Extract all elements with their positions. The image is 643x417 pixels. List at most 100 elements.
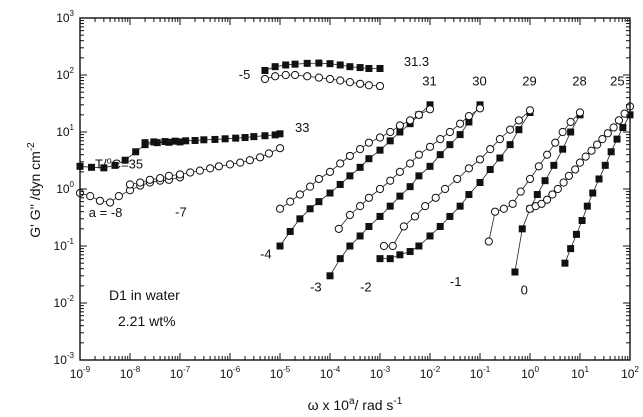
y-tick-exponent: 3 xyxy=(70,9,75,18)
g-prime-point xyxy=(88,163,96,171)
shift-factor-label: 0 xyxy=(521,283,528,298)
g-double-prime-point xyxy=(484,237,493,246)
g-double-prime-point xyxy=(614,116,624,125)
y-tick-label: 10-2 xyxy=(54,294,75,310)
inset-line-1: D1 in water xyxy=(109,287,180,303)
g-double-prime-point xyxy=(125,180,135,189)
shift-factor-label: -3 xyxy=(310,279,322,294)
g-double-prime-point xyxy=(375,133,385,142)
g-double-prime-point xyxy=(336,159,345,168)
g-prime-point xyxy=(415,172,423,180)
shift-factor-label: -2 xyxy=(360,279,372,294)
x-tick-label: 10-3 xyxy=(370,365,391,381)
g-double-prime-point xyxy=(306,182,315,191)
x-tick-base: 10 xyxy=(320,367,334,381)
g-prime-point xyxy=(436,222,444,230)
g-prime-point xyxy=(282,61,290,69)
g-prime-point xyxy=(356,64,364,72)
x-tick-exponent: 1 xyxy=(584,365,589,374)
g-double-prime-point xyxy=(345,210,354,220)
g-double-prime-point xyxy=(456,119,465,128)
g-double-prime-point xyxy=(431,193,440,202)
series-28-g-double-prime xyxy=(484,108,585,246)
x-tick-label: 10-2 xyxy=(420,365,441,381)
g-double-prime-point xyxy=(543,150,552,159)
g-prime-point xyxy=(376,65,384,73)
y-axis-title: G' G'' /dyn cm-2 xyxy=(26,142,43,238)
g-double-prime-point xyxy=(114,192,124,201)
temperature-label-text: 30 xyxy=(472,74,486,89)
g-prime-point xyxy=(315,198,323,206)
g-double-prime-point xyxy=(525,174,535,184)
g-prime-point xyxy=(476,179,484,187)
g-double-prime-point xyxy=(571,165,580,174)
x-tick-exponent: -5 xyxy=(283,365,291,374)
g-double-prime-point xyxy=(475,155,485,164)
g-prime-point xyxy=(396,192,404,200)
g-double-prime-point xyxy=(260,74,270,84)
g-double-prime-point xyxy=(245,156,254,165)
g-double-prime-point xyxy=(558,127,567,137)
g-double-prime-point xyxy=(264,149,274,158)
g-double-prime-point xyxy=(551,138,560,147)
g-prime-point xyxy=(250,133,258,141)
series-31-3-g-prime xyxy=(261,59,384,74)
temperature-label-text: 31 xyxy=(422,74,436,89)
x-tick-exponent: -8 xyxy=(133,365,141,374)
g-prime-point xyxy=(446,212,454,220)
g-double-prime-point xyxy=(195,166,204,175)
g-prime-point xyxy=(572,230,580,238)
g-double-prime-point xyxy=(425,105,435,114)
temperature-label: 33 xyxy=(295,120,309,135)
y-tick-exponent: 0 xyxy=(70,180,75,189)
axis-ticks: 10-9 10-8 10-7 10-6 10-5 10-4 10-3 10-2 10-1 100 1… xyxy=(54,9,640,381)
g-prime-point xyxy=(346,172,354,180)
g-double-prime-point xyxy=(175,170,185,179)
g-prime-point xyxy=(100,164,108,172)
x-axis-title: ω x 10a/ rad s-1 xyxy=(308,396,403,413)
g-double-prime-point xyxy=(620,109,629,118)
g-double-prime-point xyxy=(516,187,525,196)
g-double-prime-point xyxy=(414,150,424,159)
series-30-g-double-prime xyxy=(334,104,485,233)
x-tick-exponent: -9 xyxy=(83,365,91,374)
g-double-prime-point xyxy=(399,222,408,231)
temperature-label-text: T/ xyxy=(95,156,107,171)
g-double-prime-point xyxy=(425,142,435,151)
g-double-prime-point xyxy=(598,135,607,144)
g-prime-point xyxy=(365,155,373,163)
g-double-prime-point xyxy=(364,81,374,90)
x-tick-base: 10 xyxy=(420,367,434,381)
g-double-prime-point xyxy=(86,192,95,201)
g-double-prime-point xyxy=(225,160,235,169)
g-double-prime-point xyxy=(364,138,374,147)
g-double-prime-point xyxy=(543,195,552,204)
x-tick-base: 10 xyxy=(70,367,84,381)
x-tick-exponent: -1 xyxy=(483,365,491,374)
x-tick-exponent: 0 xyxy=(534,365,539,374)
g-double-prime-point xyxy=(464,164,474,173)
series-33-g-prime xyxy=(141,130,284,147)
g-double-prime-point xyxy=(445,127,454,137)
g-prime-point xyxy=(518,225,526,233)
g-double-prime-point xyxy=(271,72,280,81)
annotations: T/oC=35 33 31.3 31 30 29 28 25 a = -8 -7 -5 -4 -3 -2 -… xyxy=(89,54,625,298)
g-double-prime-point xyxy=(495,135,504,144)
g-double-prime-point xyxy=(388,241,397,251)
g-prime-point xyxy=(511,268,519,276)
y-tick-exponent: 2 xyxy=(70,66,75,75)
g-double-prime-point xyxy=(490,207,500,216)
g-prime-point xyxy=(365,65,373,73)
g-prime-point xyxy=(336,61,344,69)
y-axis-title-sup: -2 xyxy=(26,142,37,151)
g-double-prime-point xyxy=(386,176,395,185)
g-prime-point xyxy=(276,130,284,138)
g-prime-point xyxy=(161,138,169,146)
inset-line-2: 2.21 wt% xyxy=(118,313,176,329)
g-prime-point xyxy=(306,205,314,213)
temperature-label: 28 xyxy=(572,74,586,89)
y-tick-base: 10 xyxy=(56,68,70,82)
g-double-prime-point xyxy=(436,135,445,144)
g-double-prime-point xyxy=(325,167,335,176)
g-prime-point xyxy=(211,135,219,143)
